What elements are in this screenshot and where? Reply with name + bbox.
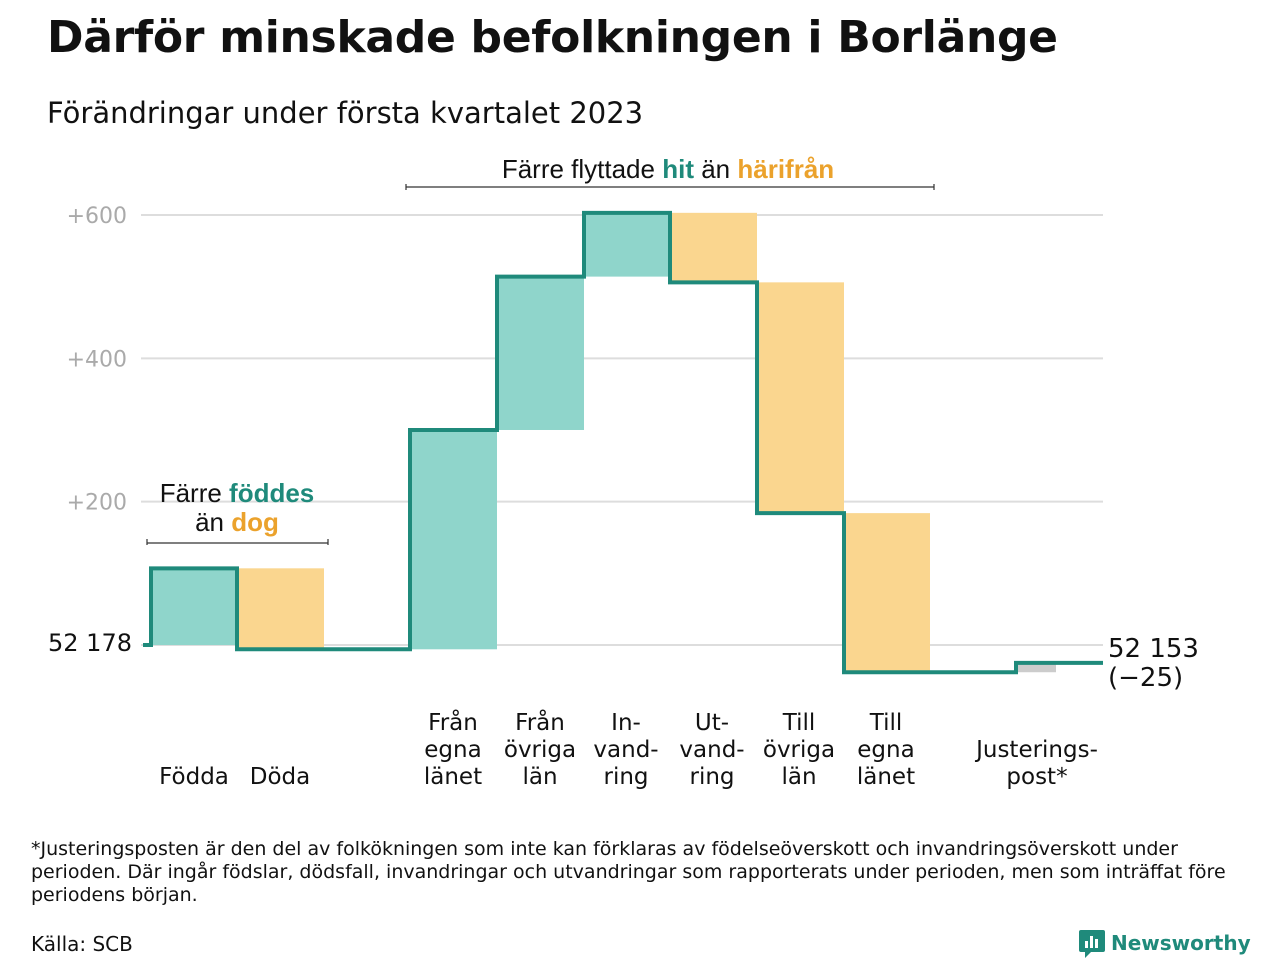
category-label: ring bbox=[689, 764, 734, 790]
category-label: länet bbox=[424, 764, 482, 790]
category-label: övriga bbox=[763, 737, 835, 763]
y-tick-label: +400 bbox=[67, 347, 127, 372]
category-label: egna bbox=[424, 737, 481, 763]
logo-text: Newsworthy bbox=[1111, 931, 1251, 955]
waterfall-chart: +200 +400 +600 52 178 52 153(−25) Födda Döda Fr… bbox=[48, 154, 1199, 790]
newsworthy-logo: Newsworthy bbox=[1079, 928, 1251, 958]
y-tick-label: +600 bbox=[67, 204, 127, 229]
end-value-label: (−25) bbox=[1108, 663, 1183, 693]
category-label: Från bbox=[428, 708, 478, 736]
start-value-label: 52 178 bbox=[48, 629, 132, 657]
bar bbox=[237, 568, 324, 650]
chart-subtitle: Förändringar under första kvartalet 2023 bbox=[47, 96, 644, 130]
category-label: egna bbox=[857, 737, 914, 763]
annotation-bracket bbox=[405, 184, 935, 190]
category-label: vand- bbox=[593, 737, 658, 763]
category-label: vand- bbox=[679, 737, 744, 763]
category-label: Justerings- bbox=[974, 737, 1098, 763]
bar bbox=[1016, 662, 1056, 673]
category-label: Från bbox=[515, 708, 565, 736]
category-label: Till bbox=[782, 710, 816, 736]
annotation-migration: Färre flyttade hit än härifrån bbox=[502, 154, 834, 184]
category-label: Födda bbox=[159, 764, 229, 790]
bar-chart-icon bbox=[1079, 930, 1105, 958]
footnote: *Justeringsposten är den del av folkökni… bbox=[31, 838, 1226, 906]
category-label: Till bbox=[869, 710, 903, 736]
bar bbox=[757, 282, 844, 514]
bar bbox=[497, 276, 584, 430]
category-label: övriga bbox=[504, 737, 576, 763]
end-value-label: 52 153 bbox=[1108, 634, 1199, 664]
category-label: län bbox=[522, 764, 557, 790]
category-label: ring bbox=[603, 764, 648, 790]
category-label: post* bbox=[1006, 764, 1067, 790]
y-tick-label: +200 bbox=[67, 491, 127, 516]
bar bbox=[584, 212, 670, 277]
bar bbox=[410, 429, 497, 650]
source-note: Källa: SCB bbox=[31, 932, 133, 956]
annotation-bracket bbox=[146, 539, 329, 545]
annotation-births-deaths: Färre föddes bbox=[160, 478, 315, 508]
bar bbox=[844, 513, 930, 673]
category-label: Ut- bbox=[695, 710, 729, 736]
chart-title: Därför minskade befolkningen i Borlänge bbox=[47, 12, 1058, 63]
category-label: In- bbox=[611, 710, 641, 736]
category-label: Döda bbox=[250, 764, 310, 790]
annotation-births-deaths-line2: än dog bbox=[195, 507, 279, 537]
category-label: län bbox=[781, 764, 816, 790]
bar bbox=[151, 568, 237, 645]
category-label: länet bbox=[857, 764, 915, 790]
cumulative-line bbox=[143, 210, 1103, 675]
bar bbox=[670, 212, 757, 283]
